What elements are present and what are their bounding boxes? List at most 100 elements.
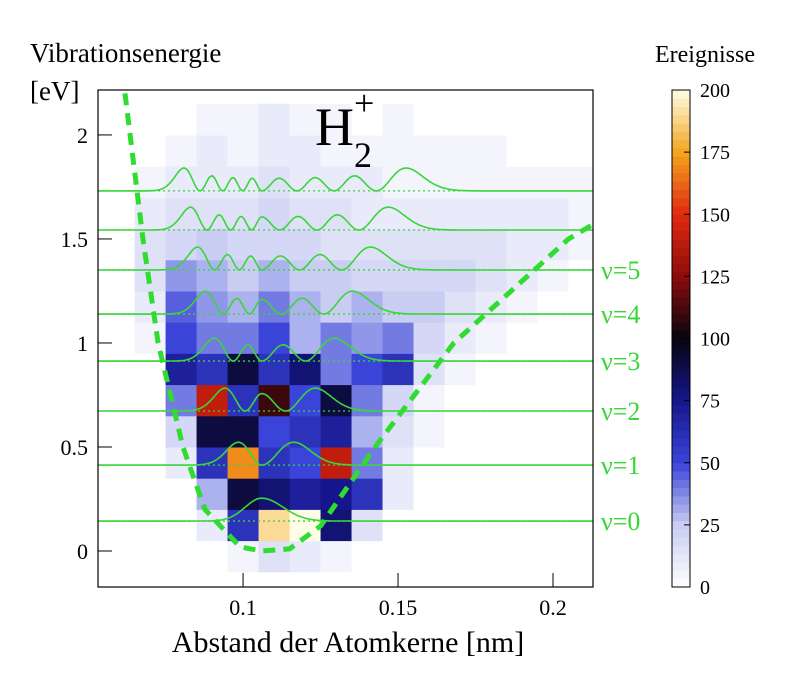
heat-cell	[568, 540, 593, 573]
heat-cell	[506, 259, 539, 292]
heat-cell	[475, 166, 508, 198]
heat-cell	[475, 103, 508, 136]
colorbar-cell	[672, 197, 690, 207]
heat-cell	[444, 353, 477, 386]
heat-cell	[537, 166, 570, 198]
title: H2 +	[315, 83, 374, 175]
heat-cell	[413, 446, 446, 479]
heat-cell	[134, 322, 167, 354]
heat-cell	[382, 353, 415, 386]
y-tick-label: 0	[77, 539, 88, 564]
heat-cell	[413, 228, 446, 261]
colorbar-cell	[672, 537, 690, 547]
colorbar-cell	[672, 106, 690, 116]
heat-cell	[134, 478, 167, 510]
y-tick-label: 1	[77, 331, 88, 356]
heat-cell	[258, 415, 291, 448]
heat-cell	[537, 446, 570, 479]
heat-cell	[568, 446, 593, 479]
heat-cell	[134, 540, 167, 573]
heat-cell	[382, 509, 415, 542]
heat-cell	[351, 166, 384, 198]
heat-cell	[413, 290, 446, 323]
heat-cell	[413, 134, 446, 167]
colorbar-tick-label: 0	[700, 577, 710, 599]
colorbar-cell	[672, 545, 690, 555]
heat-cell	[444, 228, 477, 261]
x-tick-label: 0.15	[379, 595, 418, 620]
heat-cell	[196, 228, 229, 261]
heat-cell	[227, 353, 260, 386]
heat-cell	[103, 415, 136, 448]
colorbar-cell	[672, 147, 690, 157]
heat-cell	[506, 228, 539, 261]
colorbar-cell	[672, 297, 690, 306]
heat-cell	[475, 353, 508, 386]
heat-cell	[382, 197, 415, 230]
heat-cell	[165, 540, 198, 573]
heat-cell	[258, 134, 291, 167]
x-tick-label: 0.2	[539, 595, 567, 620]
y-tick-label: 2	[77, 123, 88, 148]
heat-cell	[289, 478, 322, 510]
heat-cell	[320, 166, 353, 198]
heat-cell	[258, 103, 291, 136]
heat-cell	[444, 166, 477, 198]
heat-cell	[320, 290, 353, 323]
heat-cell	[444, 103, 477, 136]
heat-cell	[413, 103, 446, 136]
heat-cell	[537, 478, 570, 510]
heat-cell	[351, 478, 384, 510]
colorbar-cell	[672, 578, 690, 588]
heat-cell	[444, 197, 477, 230]
colorbar-cell	[672, 205, 690, 215]
heat-cell	[134, 446, 167, 479]
level-label: ν=5	[601, 256, 640, 285]
heat-cell	[506, 103, 539, 136]
title-sup: +	[354, 83, 374, 123]
heat-cell	[475, 509, 508, 542]
colorbar-cell	[672, 280, 690, 290]
heat-cell	[537, 134, 570, 167]
heat-cell	[289, 290, 322, 323]
colorbar-cell	[672, 222, 690, 232]
heat-cell	[165, 259, 198, 292]
colorbar-cell	[672, 570, 690, 580]
heat-cell	[351, 540, 384, 573]
plot-frame	[97, 89, 594, 588]
heat-cell	[568, 290, 593, 323]
heat-cell	[196, 384, 229, 417]
heat-cell	[165, 228, 198, 261]
heat-cell	[351, 134, 384, 167]
heat-cell	[134, 103, 167, 136]
y-tick-label: 0.5	[61, 435, 89, 460]
heat-cell	[382, 290, 415, 323]
heat-cell	[506, 166, 539, 198]
colorbar-cell	[672, 131, 690, 141]
heat-cell	[103, 353, 136, 386]
colorbar-cell	[672, 562, 690, 571]
heat-cell	[227, 415, 260, 448]
heat-cell	[506, 415, 539, 448]
heat-cell	[506, 197, 539, 230]
x-tick-label: 0.1	[229, 595, 257, 620]
heat-cell	[103, 540, 136, 573]
level-label: ν=3	[601, 347, 640, 376]
colorbar-tick-label: 75	[700, 391, 720, 413]
heat-cell	[258, 290, 291, 323]
colorbar-cell	[672, 172, 690, 182]
heat-cell	[351, 322, 384, 354]
heat-cell	[475, 446, 508, 479]
heat-cell	[227, 540, 260, 573]
heat-cell	[103, 197, 136, 230]
heat-cell	[227, 446, 260, 479]
heat-cell	[382, 259, 415, 292]
heat-cell	[475, 197, 508, 230]
heat-cell	[289, 353, 322, 386]
heat-cell	[103, 446, 136, 479]
heat-cell	[289, 446, 322, 479]
overlay	[98, 93, 593, 554]
heat-cell	[165, 103, 198, 136]
colorbar-cell	[672, 437, 690, 447]
